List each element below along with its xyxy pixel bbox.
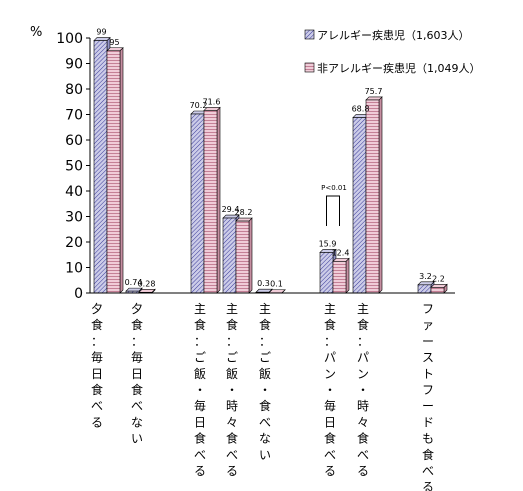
bar-side <box>119 47 124 294</box>
annotations: P<0.01 <box>321 184 347 226</box>
bar <box>106 47 124 294</box>
bar-side <box>345 257 350 294</box>
bar-top <box>235 217 253 222</box>
category-label: 主食：パン・時々食べる <box>357 302 369 478</box>
bar-front <box>106 50 121 294</box>
y-axis-unit-label: % <box>30 25 42 40</box>
bar-top <box>138 288 156 293</box>
legend-swatch-allergy <box>304 29 315 40</box>
bar <box>235 217 253 294</box>
data-label: 71.6 <box>203 97 221 106</box>
bar-front <box>319 252 334 294</box>
bar-front <box>332 261 347 294</box>
bar-front <box>203 110 218 294</box>
category-label: 主食：ご飯・毎日食べる <box>194 302 206 478</box>
data-label: 0.3 <box>257 279 270 288</box>
bar <box>332 257 350 294</box>
y-tick-label: 80 <box>65 82 83 98</box>
y-tick-label: 50 <box>65 159 83 175</box>
category-label: 主食：パン・毎日食べる <box>324 302 336 478</box>
y-axis-ticks: 0 10 20 30 40 50 60 70 80 90 100 <box>56 31 90 302</box>
bar-side <box>248 217 253 294</box>
category-label: 主食：ご飯・時々食べる <box>226 302 238 478</box>
bar-front <box>190 113 205 294</box>
category-label: 主食：ご飯・食べない <box>259 302 271 462</box>
bar-front <box>222 217 237 294</box>
data-label: 15.9 <box>319 239 337 248</box>
bar-front <box>93 40 108 294</box>
bar-front <box>430 287 445 294</box>
y-tick-label: 30 <box>65 210 83 226</box>
bar-top <box>106 47 124 52</box>
y-tick-label: 0 <box>74 286 83 302</box>
data-label: 95 <box>109 38 119 47</box>
y-tick-label: 60 <box>65 133 83 149</box>
bar <box>138 288 156 294</box>
data-label: 0.74 <box>125 278 143 287</box>
y-tick-label: 40 <box>65 184 83 200</box>
data-label: 0.1 <box>270 280 283 289</box>
data-label: 0.28 <box>138 279 156 288</box>
category-labels: 夕食：毎日食べる 夕食：毎日食べない 主食：ご飯・毎日食べる 主食：ご飯・時々食べる 主… <box>91 302 434 491</box>
y-tick-label: 70 <box>65 108 83 124</box>
legend: アレルギー疾患児（1,603人） 非アレルギー疾患児（1,049人） <box>304 28 481 75</box>
bar-front <box>352 117 367 294</box>
data-label: 70.2 <box>190 101 208 110</box>
category-label: 夕食：毎日食べる <box>91 302 103 429</box>
bar-top <box>365 96 383 101</box>
bar <box>203 106 221 294</box>
y-tick-label: 10 <box>65 261 83 277</box>
bar <box>365 96 383 294</box>
category-label: ファーストフードも食べる <box>422 302 434 491</box>
category-label: 夕食：毎日食べない <box>131 302 143 446</box>
data-label: 3.2 <box>419 272 432 281</box>
data-label: 29.4 <box>222 205 240 214</box>
bar-top <box>125 287 143 292</box>
bar-side <box>378 96 383 294</box>
y-tick-label: 20 <box>65 235 83 251</box>
data-label: 2.2 <box>432 274 445 283</box>
y-tick-label: 90 <box>65 57 83 73</box>
bar-top <box>93 37 111 41</box>
bar-top <box>332 258 350 262</box>
legend-label-allergy: アレルギー疾患児（1,603人） <box>317 28 470 42</box>
significance-bracket <box>326 195 340 226</box>
data-label: 68.8 <box>352 105 370 114</box>
y-tick-label: 100 <box>56 31 83 47</box>
bars <box>93 36 448 294</box>
data-label: 75.7 <box>365 87 383 96</box>
bar-front <box>417 284 432 294</box>
significance-label: P<0.01 <box>321 184 347 192</box>
bar-front <box>235 220 250 294</box>
data-label: 12.4 <box>332 248 350 257</box>
legend-label-non-allergy: 非アレルギー疾患児（1,049人） <box>317 61 481 75</box>
data-label: 28.2 <box>235 208 253 217</box>
legend-swatch-non-allergy <box>304 62 315 73</box>
bar-front <box>365 99 380 294</box>
bar-side <box>216 106 221 294</box>
data-label: 99 <box>96 28 106 37</box>
bar-top <box>430 284 448 288</box>
bar <box>430 283 448 294</box>
bar-top <box>268 289 286 294</box>
